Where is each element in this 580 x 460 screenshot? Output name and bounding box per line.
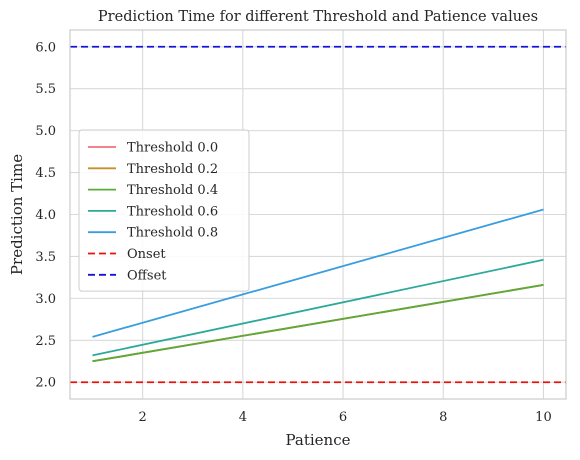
y-tick-label: 6.0 [35, 40, 56, 55]
y-tick-label: 2.0 [35, 376, 56, 391]
legend: Threshold 0.0 Threshold 0.2 Threshold 0.4 T… [78, 129, 250, 292]
x-tick-label: 4 [239, 410, 247, 425]
plot-frame [69, 29, 567, 400]
y-tick-label: 3.0 [35, 292, 56, 307]
legend-label: Threshold 0.2 [127, 162, 218, 177]
series-line-4 [92, 208, 544, 338]
chart-title: Prediction Time for different Threshold … [98, 9, 538, 25]
x-tick-label: 10 [535, 410, 552, 425]
series-lines [70, 45, 566, 384]
x-axis-title: Patience [285, 431, 350, 449]
y-tick-label: 5.0 [35, 124, 56, 139]
legend-label: Threshold 0.6 [127, 204, 218, 219]
x-tick-label: 2 [139, 410, 147, 425]
series-line-2 [92, 284, 544, 363]
legend-label: Threshold 0.0 [127, 141, 218, 156]
y-tick-label: 3.5 [35, 250, 56, 265]
y-tick-label: 4.5 [35, 166, 56, 181]
legend-label: Onset [127, 247, 166, 262]
y-axis-title: Prediction Time [8, 154, 26, 275]
y-tick-label: 5.5 [35, 82, 56, 97]
tick-labels: 2 4 6 8 10 2.0 2.5 3.0 3.5 4.0 4.5 5.0 5.5 6.0 [35, 40, 551, 425]
legend-label: Threshold 0.8 [127, 226, 218, 241]
x-tick-label: 8 [439, 410, 447, 425]
legend-label: Threshold 0.4 [127, 183, 218, 198]
y-tick-label: 4.0 [35, 208, 56, 223]
y-tick-label: 2.5 [35, 334, 56, 349]
legend-label: Offset [127, 268, 167, 283]
series-line-3 [92, 258, 544, 357]
x-tick-label: 6 [339, 410, 347, 425]
legend-box [78, 129, 250, 292]
